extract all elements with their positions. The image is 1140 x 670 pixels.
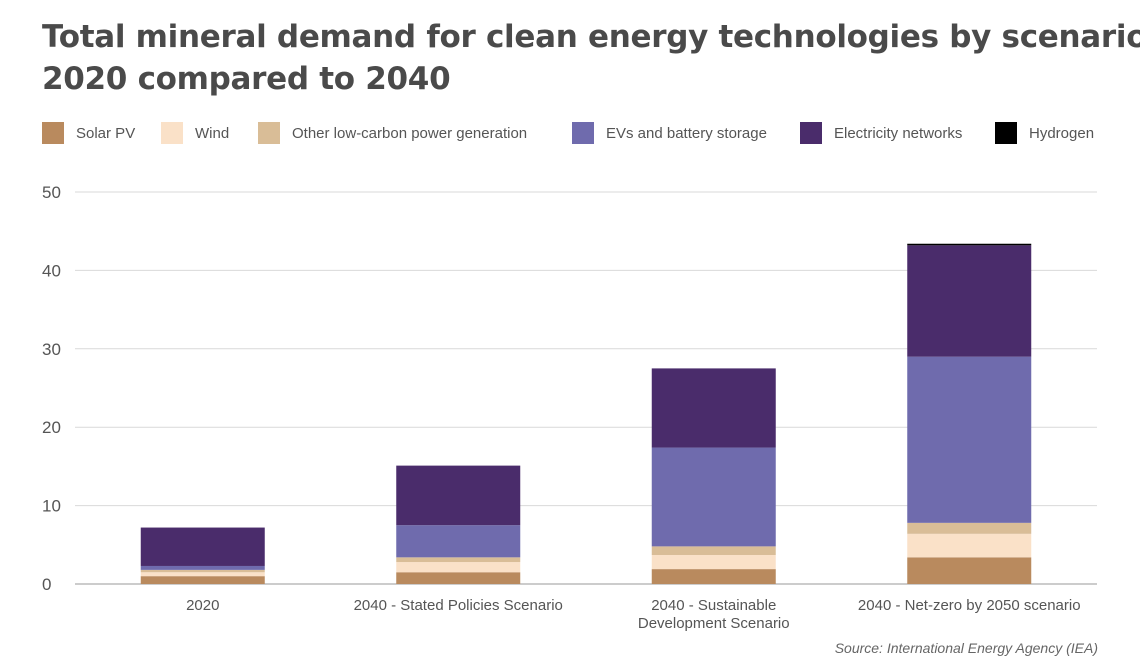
legend-item-electricity-networks: Electricity networks (800, 122, 962, 144)
bar-segment-2-1 (651, 554, 776, 570)
y-tick-label-30: 30 (42, 340, 61, 359)
bar-segment-1-3 (396, 525, 521, 558)
x-tick-label-2-1: Development Scenario (638, 615, 790, 632)
bar-segment-2-2 (651, 546, 776, 555)
legend-label-hydrogen: Hydrogen (1029, 124, 1095, 142)
legend-swatch-hydrogen (995, 122, 1017, 144)
legend-swatch-electricity-networks (800, 122, 822, 144)
bar-segment-2-4 (651, 368, 776, 448)
legend-label-evs-battery: EVs and battery storage (606, 124, 767, 142)
y-tick-label-20: 20 (42, 418, 61, 437)
bar-segment-0-0 (140, 576, 265, 584)
legend-item-hydrogen: Hydrogen (995, 122, 1094, 144)
chart-title-line-2: 2020 compared to 2040 (42, 61, 451, 97)
bar-segment-3-5 (907, 243, 1032, 246)
bar-segment-3-2 (907, 522, 1032, 534)
legend-item-other-low-carbon: Other low-carbon power generation (258, 122, 527, 144)
y-tick-label-10: 10 (42, 497, 61, 516)
bar-segment-2-3 (651, 447, 776, 547)
chart-title-line-1: Total mineral demand for clean energy te… (42, 19, 1140, 55)
legend-label-electricity-networks: Electricity networks (834, 124, 963, 142)
y-tick-label-50: 50 (42, 183, 61, 202)
chart-legend: Solar PV Wind Other low-carbon power gen… (42, 122, 1112, 148)
bar-segment-3-0 (907, 557, 1032, 584)
bar-segment-1-2 (396, 557, 521, 563)
bar-segment-1-0 (396, 572, 521, 584)
bar-segment-0-4 (140, 527, 265, 566)
chart-title: Total mineral demand for clean energy te… (42, 16, 1140, 100)
legend-swatch-solar-pv (42, 122, 64, 144)
legend-item-wind: Wind (161, 122, 229, 144)
stacked-bar-chart: 0 10 20 30 40 50 2020 2040 - Stated Policies Sc… (42, 183, 1097, 632)
legend-swatch-evs-battery (572, 122, 594, 144)
y-tick-label-40: 40 (42, 261, 61, 280)
legend-label-other-low-carbon: Other low-carbon power generation (292, 124, 528, 142)
bar-segment-1-4 (396, 465, 521, 526)
bar-segment-0-1 (140, 572, 265, 577)
bar-segment-0-3 (140, 565, 265, 570)
bar-segment-3-4 (907, 245, 1032, 357)
x-tick-label-1-0: 2040 - Stated Policies Scenario (354, 597, 563, 614)
bar-segment-1-1 (396, 562, 521, 573)
x-tick-label-2-0: 2040 - Sustainable (651, 597, 776, 614)
legend-item-evs-battery: EVs and battery storage (572, 122, 767, 144)
y-tick-label-0: 0 (42, 575, 51, 594)
legend-label-wind: Wind (195, 124, 230, 142)
source-note: Source: International Energy Agency (IEA… (834, 640, 1098, 656)
x-tick-label-0-0: 2020 (186, 597, 219, 614)
bar-segment-3-3 (907, 356, 1032, 523)
legend-swatch-wind (161, 122, 183, 144)
bar-segment-3-1 (907, 533, 1032, 558)
bar-segment-2-0 (651, 569, 776, 584)
bar-segment-0-2 (140, 569, 265, 573)
legend-label-solar-pv: Solar PV (76, 124, 136, 142)
legend-swatch-other-low-carbon (258, 122, 280, 144)
x-tick-label-3-0: 2040 - Net-zero by 2050 scenario (858, 597, 1081, 614)
legend-item-solar-pv: Solar PV (42, 122, 135, 144)
